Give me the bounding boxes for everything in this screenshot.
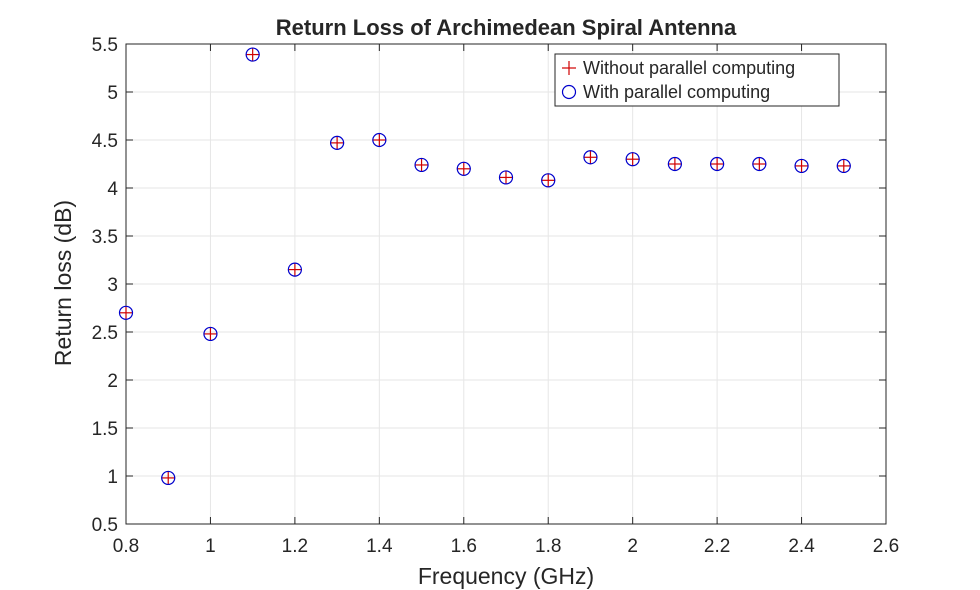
data-point-plus bbox=[710, 157, 725, 171]
data-point-circle bbox=[245, 47, 260, 62]
legend-marker-circle bbox=[561, 84, 577, 100]
data-point-plus bbox=[625, 152, 640, 167]
data-point-plus bbox=[372, 133, 387, 147]
data-point-circle bbox=[667, 156, 682, 172]
x-tick-labels: 0.8 1 1.2 1.4 1.6 1.8 2 2.2 2.4 2.6 bbox=[113, 536, 899, 557]
y-tick-label: 3.5 bbox=[92, 227, 118, 248]
data-point-circle bbox=[794, 158, 809, 174]
data-point-plus bbox=[287, 262, 302, 277]
legend: Without parallel computing With parallel… bbox=[554, 53, 840, 107]
data-point-plus bbox=[583, 150, 598, 165]
x-tick-label: 2.6 bbox=[873, 536, 899, 557]
data-point-circle bbox=[287, 262, 302, 277]
data-point-plus bbox=[119, 305, 133, 320]
data-point-circle bbox=[583, 150, 598, 165]
data-point-plus bbox=[667, 157, 682, 171]
legend-marker-plus bbox=[562, 61, 576, 75]
data-point-circle bbox=[498, 170, 514, 185]
data-point-circle bbox=[710, 156, 725, 172]
marks-layer bbox=[118, 47, 851, 486]
data-point-circle bbox=[330, 135, 345, 150]
y-tick-label: 4 bbox=[107, 179, 118, 200]
data-point-plus bbox=[456, 161, 471, 176]
data-point-plus bbox=[541, 173, 556, 188]
data-point-circle bbox=[541, 173, 556, 188]
data-point-plus bbox=[836, 158, 851, 173]
data-point-circle bbox=[118, 305, 134, 320]
x-tick-label: 1.4 bbox=[366, 536, 393, 557]
x-tick-label: 1.2 bbox=[282, 536, 308, 557]
legend-plus-symbol bbox=[562, 61, 576, 75]
y-tick-label: 1 bbox=[107, 467, 118, 488]
y-tick-label: 3 bbox=[107, 275, 118, 296]
y-axis-label: Return loss (dB) bbox=[50, 200, 76, 366]
y-tick-label: 2.5 bbox=[92, 323, 118, 344]
legend-box bbox=[554, 53, 840, 107]
data-point-circle bbox=[203, 326, 218, 342]
data-point-circle bbox=[625, 152, 640, 167]
legend-label-with-parallel: With parallel computing bbox=[583, 82, 770, 102]
data-point-plus bbox=[161, 470, 176, 485]
legend-circle-symbol bbox=[561, 84, 577, 100]
chart-title: Return Loss of Archimedean Spiral Antenn… bbox=[276, 15, 737, 40]
data-point-circle bbox=[372, 132, 387, 148]
tick-layer bbox=[125, 43, 887, 525]
data-point-plus bbox=[752, 157, 767, 171]
y-tick-labels: 0.5 1 1.5 2 2.5 3 3.5 4 4.5 5 5.5 bbox=[92, 35, 119, 536]
data-point-circle bbox=[836, 158, 851, 174]
y-tick-label: 2 bbox=[107, 371, 118, 392]
x-tick-label: 2 bbox=[627, 536, 638, 557]
legend-label-without-parallel: Without parallel computing bbox=[583, 58, 795, 78]
x-axis-label: Frequency (GHz) bbox=[418, 563, 594, 589]
y-tick-label: 5.5 bbox=[92, 35, 118, 56]
data-point-plus bbox=[203, 326, 218, 341]
data-point-plus bbox=[414, 157, 429, 172]
data-point-circle bbox=[161, 470, 176, 486]
data-point-plus bbox=[330, 135, 345, 150]
y-tick-label: 5 bbox=[107, 83, 118, 104]
data-point-circle bbox=[752, 156, 767, 172]
data-point-circle bbox=[414, 157, 429, 173]
x-tick-label: 1.8 bbox=[535, 536, 561, 557]
data-point-circle bbox=[456, 161, 471, 176]
x-tick-label: 0.8 bbox=[113, 536, 139, 557]
data-point-plus bbox=[499, 170, 513, 185]
x-tick-label: 1.6 bbox=[451, 536, 477, 557]
y-tick-label: 4.5 bbox=[92, 131, 118, 152]
data-point-plus bbox=[245, 47, 260, 62]
x-tick-label: 2.4 bbox=[788, 536, 815, 557]
data-point-plus bbox=[794, 158, 809, 173]
y-tick-label: 0.5 bbox=[92, 515, 118, 536]
y-tick-label: 1.5 bbox=[92, 419, 118, 440]
x-tick-label: 2.2 bbox=[704, 536, 730, 557]
x-tick-label: 1 bbox=[205, 536, 216, 557]
